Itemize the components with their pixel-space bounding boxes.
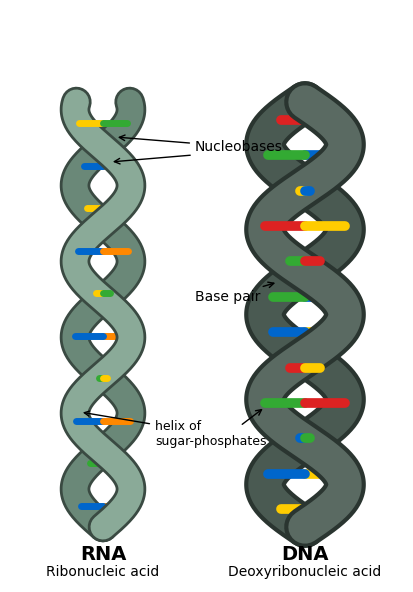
Text: Nucleobases: Nucleobases	[119, 135, 283, 154]
Text: DNA: DNA	[281, 545, 329, 564]
Text: Base pair: Base pair	[195, 282, 274, 304]
Text: Ribonucleic acid: Ribonucleic acid	[46, 565, 160, 579]
Text: Deoxyribonucleic acid: Deoxyribonucleic acid	[228, 565, 382, 579]
Text: RNA: RNA	[80, 545, 126, 564]
Text: helix of
sugar-phosphates: helix of sugar-phosphates	[84, 411, 266, 448]
